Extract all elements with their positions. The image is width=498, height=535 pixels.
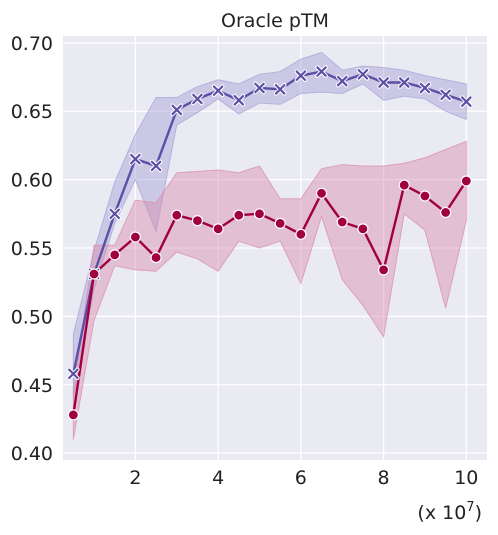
x-tick-label: 2 (129, 467, 141, 489)
series-markers (67, 65, 473, 421)
series-1-point (129, 152, 142, 166)
series-1-point (232, 93, 246, 107)
series-1-point (211, 84, 225, 98)
series-1-point (170, 103, 184, 117)
series-2-point (233, 209, 245, 221)
y-tick-label: 0.65 (11, 101, 53, 123)
series-1-point (67, 367, 80, 381)
series-1-point (439, 88, 452, 102)
x-tick-label: 4 (212, 467, 224, 489)
series-2-point (253, 208, 266, 220)
series-1-point (397, 76, 411, 89)
series-1-point (356, 67, 370, 81)
chart-title: Oracle pTM (221, 10, 329, 32)
y-tick-label: 0.45 (11, 375, 53, 397)
x-tick-label: 6 (295, 467, 307, 489)
series-2-point (295, 228, 307, 240)
series-2-point (440, 206, 452, 219)
y-tick-label: 0.40 (11, 443, 53, 465)
series-2-point (377, 264, 390, 276)
y-tick-label: 0.55 (11, 238, 53, 260)
x-axis-unit-label: (x 107) (417, 500, 482, 524)
series-1-band (72, 51, 467, 399)
series-2-point (150, 251, 162, 264)
y-tick-label: 0.70 (11, 33, 53, 55)
x-tick-label: 8 (378, 467, 390, 489)
series-2-point (67, 409, 79, 421)
series-2-point (315, 187, 328, 199)
series-2-point (274, 217, 286, 229)
series-2-point (171, 209, 183, 221)
series-2-point (336, 216, 348, 228)
tick-labels: 2 4 6 8 10 0.40 0.45 0.50 0.55 0.60 0.65 0.70 (11, 33, 479, 489)
series-2-point (129, 231, 141, 243)
series-2-point (109, 249, 121, 261)
y-tick-label: 0.50 (11, 306, 53, 328)
series-1-point (377, 76, 390, 89)
series-1-point (460, 95, 473, 108)
series-2-point (357, 223, 369, 235)
series-1-point (253, 81, 266, 95)
series-1-point (418, 81, 432, 95)
grid (63, 36, 487, 460)
series-2-point (212, 223, 224, 235)
series-2-point (419, 190, 431, 202)
x-unit-close: ) (475, 502, 482, 524)
series-2-point (398, 179, 410, 191)
x-unit-base: (x 10 (417, 502, 466, 524)
series-2-point (191, 215, 204, 227)
series-1-point (273, 83, 287, 96)
x-unit-exponent: 7 (466, 500, 474, 515)
series-1-point (294, 69, 308, 82)
series-1-point (149, 159, 163, 173)
y-tick-label: 0.60 (11, 170, 53, 192)
series-2-point (88, 268, 100, 280)
series-1-point (108, 207, 122, 221)
series-1-point (315, 65, 328, 78)
series-2-point (460, 175, 472, 187)
x-tick-label: 10 (454, 467, 478, 489)
series-1-point (191, 92, 204, 106)
series-1-point (335, 74, 349, 88)
